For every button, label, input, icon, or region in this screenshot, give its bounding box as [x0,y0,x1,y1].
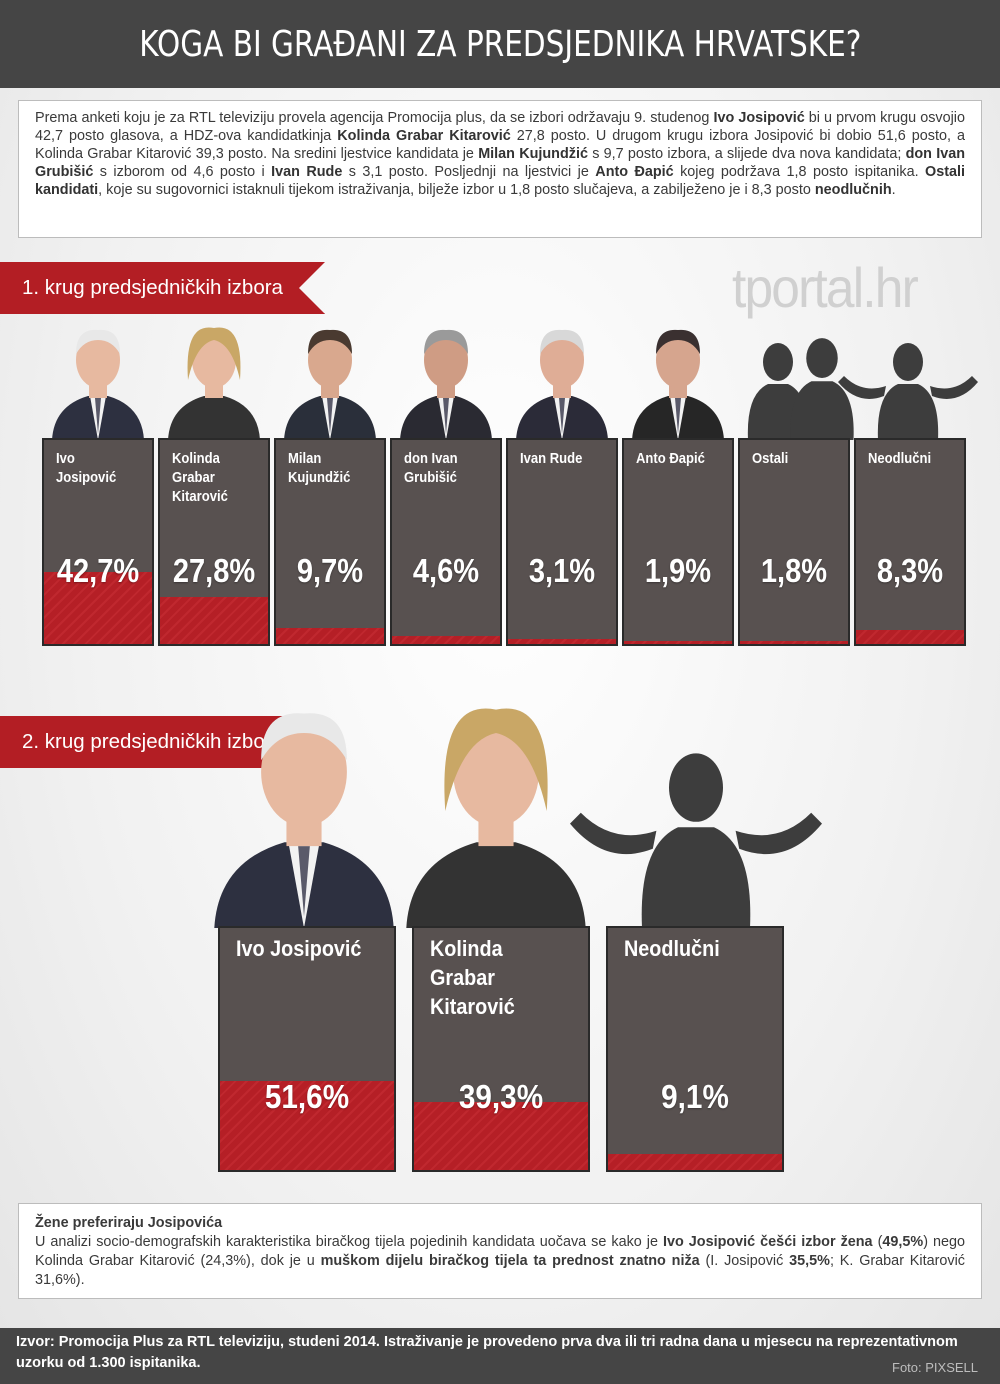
note-segment: ( [872,1234,883,1250]
grubisic-photo [400,329,492,440]
neodlucni-silhouette [838,343,978,440]
round1-label: 1. krug predsjedničkih izbora [22,276,283,299]
footer-source: Izvor: Promocija Plus za RTL televiziju,… [16,1334,958,1371]
round1-bar-card: Ivo Josipović 42,7% [42,438,154,646]
round1-value-label: 1,9% [644,552,712,589]
note-segment: 35,5% [789,1253,830,1269]
round1-bar [276,628,384,644]
round1-candidate-name: Kolinda Grabar Kitarović [172,451,228,505]
note-segment: (I. Josipović [699,1253,790,1269]
footer-bar: Izvor: Promocija Plus za RTL televiziju,… [0,1328,1000,1384]
round1-candidate-name: Ivo Josipović [56,451,117,486]
round2-value-label: 51,6% [264,1078,350,1115]
intro-segment: s 3,1 posto. Posljednji na ljestvici je [342,164,596,180]
round1-value-label: 27,8% [172,552,256,589]
intro-segment: bi u prvom krugu osvojio 42,7 posto glas… [35,110,965,144]
ostali-silhouette [790,338,854,440]
note-segment: ) nego Kolinda Grabar Kitarović (24,3%),… [35,1234,965,1269]
round1-candidate-name: Anto Đapić [636,451,705,467]
round1-bar-card: Anto Đapić 1,9% [622,438,734,646]
intro-segment: Anto Đapić [595,164,674,180]
kujundzic-photo [284,329,376,440]
round1-bar [160,597,268,644]
note-title: Žene preferiraju Josipovića [35,1215,223,1231]
photo-credit: Foto: PIXSELL [892,1360,978,1375]
round2-value-label: 39,3% [458,1078,544,1115]
round2-bar [608,1154,782,1170]
round2-bar [414,1102,588,1170]
round2-bar-card: Kolinda Grabar Kitarović 39,3% [412,926,590,1172]
round1-bar [508,639,616,644]
round1-bar [740,641,848,644]
round1-bar [856,630,964,644]
gender-note: Žene preferiraju Josipovića U analizi so… [18,1203,982,1299]
grabar-kitarovic-photo [168,327,260,440]
round2-candidate-name: Ivo Josipović [236,936,362,961]
page-title: KOGA BI GRAĐANI ZA PREDSJEDNIKA HRVATSKE… [138,23,862,65]
round2-label: 2. krug predsjedničkih izbora [22,730,283,753]
round2-candidate-name: Kolinda Grabar Kitarović [430,936,515,1019]
round1-bar-card: Ostali 1,8% [738,438,850,646]
round1-candidate-name: Neodlučni [868,451,932,467]
round1-candidate-name: Ivan Rude [520,451,583,467]
round1-candidate-name: don Ivan Grubišić [404,451,458,486]
round2-candidate-name: Neodlučni [624,936,720,961]
intro-segment: Ivan Rude [271,164,343,180]
round1-value-label: 3,1% [528,552,596,589]
intro-segment: . [891,182,896,198]
intro-segment: Ivo Josipović [713,110,805,126]
round2-bar [220,1081,394,1170]
round2-ribbon: 2. krug predsjedničkih izbora [0,716,325,768]
intro-segment: s izborom od 4,6 posto i [93,164,272,180]
intro-segment: don Ivan Grubišić [35,146,966,180]
round1-bar-card: Milan Kujundžić 9,7% [274,438,386,646]
round1-bar-card: Ivan Rude 3,1% [506,438,618,646]
note-segment: 49,5% [882,1234,924,1250]
intro-segment: kojeg podržava 1,8 posto ispitanika. [673,164,925,180]
intro-segment: neodlučnih [814,182,892,198]
intro-segment: Milan Kujundžić [478,146,588,162]
intro-segment: s 9,7 posto izbora, a slijede dva nova k… [587,146,906,162]
grabar-kitarovic-photo-large [406,708,586,928]
round2-bar-card: Ivo Josipović 51,6% [218,926,396,1172]
rude-photo [516,329,608,440]
round1-bar-card: Neodlučni 8,3% [854,438,966,646]
tportal-logo: tportal.hr [732,256,919,319]
neodlucni-silhouette-large [570,753,822,928]
intro-segment: Ostali kandidati [35,164,965,198]
note-body: U analizi socio-demografskih karakterist… [35,1233,965,1290]
round1-bar-card: don Ivan Grubišić 4,6% [390,438,502,646]
round2-bar-card: Neodlučni 9,1% [606,926,784,1172]
round1-value-label: 8,3% [876,552,944,589]
intro-text: Prema anketi koju je za RTL televiziju p… [18,100,982,238]
round1-candidate-name: Milan Kujundžić [288,451,351,486]
round1-candidate-name: Ostali [752,451,789,467]
intro-segment: Kolinda Grabar Kitarović [337,128,511,144]
note-segment: ; K. Grabar Kitarović 31,6%). [35,1253,965,1288]
ostali-silhouette [747,343,809,440]
round1-bar [392,636,500,644]
header-bar: KOGA BI GRAĐANI ZA PREDSJEDNIKA HRVATSKE… [0,0,1000,88]
note-segment: U analizi socio-demografskih karakterist… [35,1234,663,1250]
round1-bar-card: Kolinda Grabar Kitarović 27,8% [158,438,270,646]
round1-value-label: 9,7% [296,552,364,589]
note-segment: Ivo Josipović češći izbor žena [663,1234,873,1250]
dapic-photo [632,329,724,440]
round1-value-label: 4,6% [412,552,480,589]
round1-value-label: 1,8% [760,552,828,589]
intro-segment: 27,8 posto. U drugom krugu izbora Josipo… [35,128,965,162]
intro-segment: , koje su sugovornici istaknuli tijekom … [98,182,815,198]
note-segment: muškom dijelu biračkog tijela ta prednos… [320,1253,700,1269]
round1-bar [624,641,732,644]
round2-value-label: 9,1% [661,1078,729,1115]
round1-ribbon: 1. krug predsjedničkih izbora [0,262,325,314]
intro-segment: Prema anketi koju je za RTL televiziju p… [35,110,714,126]
round1-bar [44,572,152,644]
josipovic-photo [52,329,144,440]
round1-value-label: 42,7% [56,552,140,589]
